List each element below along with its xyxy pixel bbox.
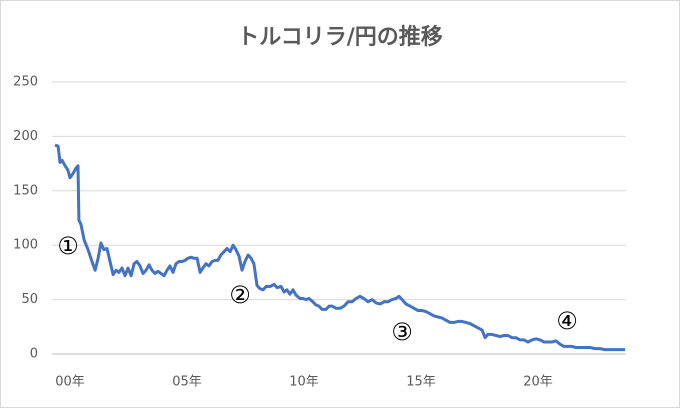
x-tick-label: 15年: [406, 375, 436, 390]
x-tick-label: 05年: [172, 375, 202, 390]
y-tick-label: 150: [13, 183, 38, 198]
x-tick-label: 00年: [55, 375, 85, 390]
annotation: ②: [229, 281, 251, 309]
x-tick-label: 10年: [289, 375, 319, 390]
y-tick-label: 0: [30, 347, 38, 362]
annotation: ①: [57, 232, 79, 260]
annotation: ③: [391, 318, 413, 346]
y-tick-label: 50: [21, 292, 38, 307]
annotation: ④: [556, 307, 578, 335]
y-tick-label: 200: [13, 129, 38, 144]
series-line: [54, 143, 626, 352]
x-tick-label: 20年: [523, 375, 553, 390]
y-tick-label: 250: [13, 75, 38, 90]
chart-title: トルコリラ/円の推移: [237, 24, 443, 50]
y-tick-label: 100: [13, 238, 38, 253]
